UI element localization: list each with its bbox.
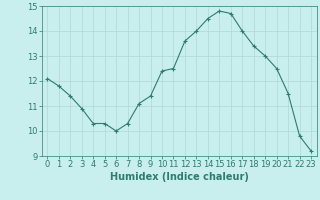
X-axis label: Humidex (Indice chaleur): Humidex (Indice chaleur) bbox=[110, 172, 249, 182]
